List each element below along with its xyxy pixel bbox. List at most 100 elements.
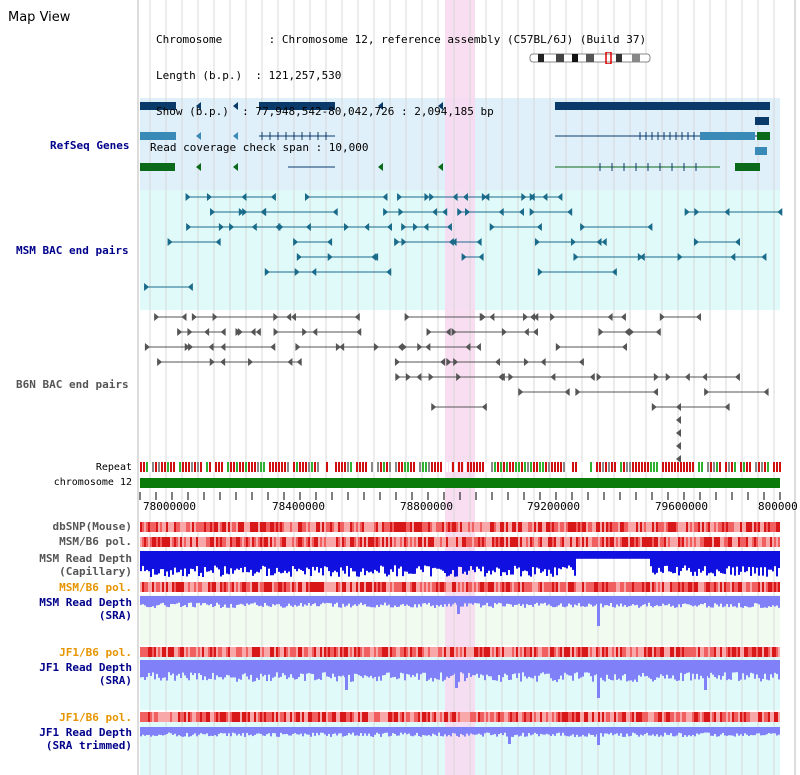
- polymorphism-cell: [568, 537, 570, 547]
- polymorphism-cell: [728, 647, 730, 657]
- polymorphism-cell: [762, 647, 764, 657]
- polymorphism-cell: [624, 712, 626, 722]
- read-depth-bar: [414, 660, 416, 677]
- polymorphism-cell: [626, 712, 628, 722]
- read-depth-bar: [396, 660, 398, 680]
- polymorphism-cell: [546, 582, 548, 592]
- polymorphism-cell: [350, 582, 352, 592]
- polymorphism-cell: [514, 712, 516, 722]
- gene-arrow: [438, 163, 443, 171]
- polymorphism-cell: [722, 522, 724, 532]
- polymorphism-cell: [678, 582, 680, 592]
- read-depth-bar: [330, 727, 332, 737]
- polymorphism-cell: [256, 537, 258, 547]
- read-depth-bar: [180, 596, 182, 608]
- polymorphism-cell: [558, 522, 560, 532]
- polymorphism-cell: [456, 537, 458, 547]
- read-depth-bar: [354, 596, 356, 605]
- bac-end-marker: [611, 268, 617, 276]
- polymorphism-cell: [548, 537, 550, 547]
- polymorphism-cell: [222, 712, 224, 722]
- read-depth-bar: [762, 551, 764, 576]
- polymorphism-cell: [668, 712, 670, 722]
- read-depth-bar: [530, 727, 532, 736]
- read-depth-bar: [586, 596, 588, 607]
- repeat-mark: [755, 462, 757, 472]
- read-depth-bar: [248, 596, 250, 605]
- polymorphism-cell: [284, 712, 286, 722]
- chromosome-ideogram[interactable]: [528, 52, 654, 64]
- polymorphism-cell: [754, 712, 756, 722]
- polymorphism-cell: [296, 537, 298, 547]
- polymorphism-cell: [320, 522, 322, 532]
- read-depth-bar: [538, 660, 540, 676]
- read-depth-bar: [722, 660, 724, 676]
- polymorphism-cell: [462, 647, 464, 657]
- polymorphism-cell: [282, 647, 284, 657]
- polymorphism-cell: [160, 647, 162, 657]
- read-depth-bar: [270, 551, 272, 576]
- polymorphism-cell: [480, 712, 482, 722]
- read-depth-bar: [526, 596, 528, 605]
- read-depth-bar: [698, 727, 700, 735]
- polymorphism-cell: [246, 582, 248, 592]
- polymorphism-cell: [326, 537, 328, 547]
- polymorphism-cell: [430, 647, 432, 657]
- read-depth-bar: [298, 596, 300, 606]
- polymorphism-cell: [350, 522, 352, 532]
- polymorphism-cell: [756, 712, 758, 722]
- polymorphism-cell: [246, 537, 248, 547]
- repeat-mark: [332, 462, 334, 472]
- polymorphism-cell: [658, 537, 660, 547]
- read-depth-bar: [218, 660, 220, 678]
- polymorphism-cell: [560, 712, 562, 722]
- read-depth-bar: [350, 596, 352, 608]
- repeat-mark: [263, 462, 265, 472]
- polymorphism-cell: [264, 647, 266, 657]
- polymorphism-cell: [208, 582, 210, 592]
- repeat-mark: [203, 462, 205, 472]
- polymorphism-cell: [476, 582, 478, 592]
- polymorphism-cell: [738, 582, 740, 592]
- polymorphism-cell: [662, 537, 664, 547]
- read-depth-bar: [580, 551, 582, 559]
- polymorphism-cell: [696, 582, 698, 592]
- read-depth-bar: [684, 660, 686, 675]
- repeat-mark: [335, 462, 337, 472]
- polymorphism-cell: [178, 537, 180, 547]
- read-depth-bar: [612, 727, 614, 736]
- repeat-mark: [557, 462, 559, 472]
- polymorphism-cell: [744, 522, 746, 532]
- repeat-mark: [362, 462, 364, 472]
- polymorphism-cell: [392, 537, 394, 547]
- polymorphism-cell: [646, 647, 648, 657]
- polymorphism-cell: [586, 537, 588, 547]
- polymorphism-cell: [400, 537, 402, 547]
- polymorphism-cell: [400, 647, 402, 657]
- bac-end-marker: [578, 358, 584, 366]
- polymorphism-cell: [272, 537, 274, 547]
- polymorphism-cell: [518, 537, 520, 547]
- polymorphism-cell: [734, 582, 736, 592]
- bac-end-marker: [293, 238, 299, 246]
- bac-end-marker: [181, 313, 187, 321]
- read-depth-bar: [638, 660, 640, 676]
- polymorphism-cell: [198, 522, 200, 532]
- polymorphism-cell: [190, 712, 192, 722]
- polymorphism-cell: [374, 537, 376, 547]
- read-depth-bar: [626, 596, 628, 608]
- read-depth-bar: [538, 596, 540, 606]
- polymorphism-cell: [510, 522, 512, 532]
- read-depth-bar: [442, 660, 444, 682]
- read-depth-bar: [632, 660, 634, 682]
- read-depth-bar: [682, 551, 684, 568]
- polymorphism-cell: [236, 647, 238, 657]
- repeat-mark: [587, 462, 589, 472]
- polymorphism-cell: [366, 647, 368, 657]
- polymorphism-cell: [180, 522, 182, 532]
- read-depth-bar: [566, 727, 568, 737]
- read-depth-bar: [590, 596, 592, 605]
- polymorphism-cell: [340, 522, 342, 532]
- polymorphism-cell: [532, 582, 534, 592]
